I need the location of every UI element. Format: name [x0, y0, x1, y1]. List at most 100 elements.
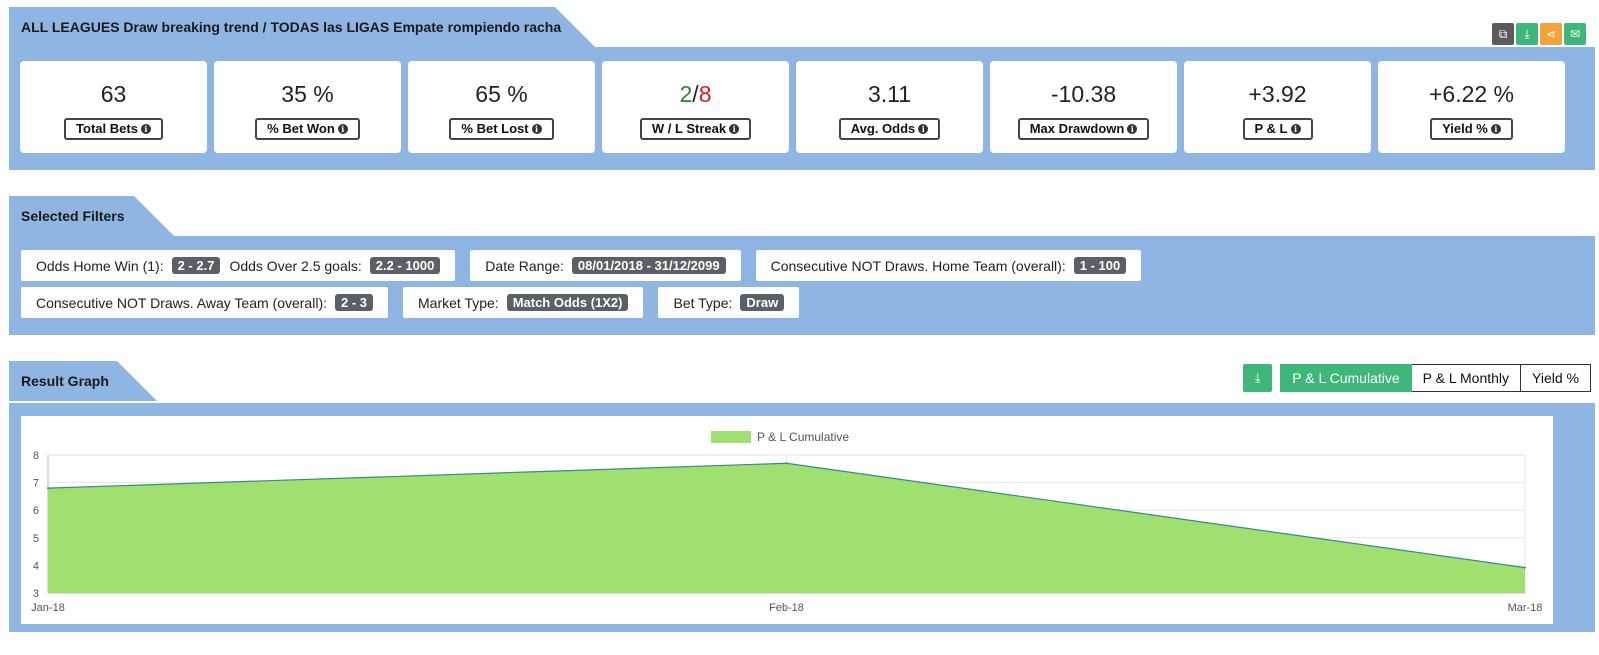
- filter-value-badge: 2 - 3: [335, 294, 374, 311]
- data-point: [785, 462, 788, 465]
- pl-cumulative-chart: 3 4 5 6 7 8 Jan-18 Feb-18 Mar-18 P & L Cumulative: [31, 430, 1543, 614]
- legend-label: P & L Cumulative: [757, 430, 849, 444]
- filter-value-badge: Draw: [740, 294, 785, 311]
- stat-card: -10.38 Max Drawdown i: [990, 61, 1177, 153]
- loss-streak: 8: [698, 81, 712, 107]
- stat-label-button[interactable]: Yield % i: [1430, 118, 1513, 140]
- stat-card: +6.22 % Yield % i: [1378, 61, 1565, 153]
- copy-icon[interactable]: ⧉: [1492, 23, 1514, 45]
- stat-label-button[interactable]: Max Drawdown i: [1017, 118, 1150, 140]
- stat-label: Avg. Odds: [850, 121, 916, 136]
- x-tick-label: Feb-18: [769, 602, 804, 614]
- stat-card: 65 % % Bet Lost i: [408, 61, 595, 153]
- info-icon[interactable]: i: [1290, 123, 1301, 134]
- header-actions: ⧉ ⤓ ⋖ ✉: [1492, 23, 1586, 45]
- y-tick-label: 7: [33, 478, 39, 490]
- data-point: [47, 487, 49, 490]
- filter-label: Consecutive NOT Draws. Away Team (overal…: [36, 294, 327, 311]
- streak-separator: /: [692, 81, 699, 107]
- summary-section: ALL LEAGUES Draw breaking trend / TODAS …: [9, 7, 1595, 170]
- filter-label: Consecutive NOT Draws. Home Team (overal…: [770, 257, 1066, 274]
- stat-value: 3.11: [867, 81, 912, 107]
- data-point: [1524, 566, 1526, 569]
- stat-label: % Bet Lost: [461, 121, 529, 136]
- filter-label: Market Type:: [418, 294, 499, 311]
- filter-chip: Bet Type: Draw: [658, 287, 800, 318]
- stat-card: 2/8 W / L Streak i: [602, 61, 789, 153]
- filter-chip: Market Type: Match Odds (1X2): [403, 287, 644, 318]
- filters-panel: Odds Home Win (1): 2 - 2.7 Odds Over 2.5 g…: [9, 236, 1595, 335]
- download-icon[interactable]: ⤓: [1516, 23, 1538, 45]
- stats-panel: 63 Total Bets i 35 %% Bet Won i 65 %% Bet Los…: [9, 47, 1595, 170]
- x-tick-label: Mar-18: [1508, 602, 1543, 614]
- info-icon[interactable]: i: [337, 123, 348, 134]
- filter-label: Bet Type:: [673, 294, 733, 311]
- filters-section: Selected Filters Odds Home Win (1): 2 - 2…: [9, 196, 1595, 335]
- legend-swatch: [711, 431, 751, 443]
- graph-section: Result Graph ⤓ P & L Cumulative P & L Mon…: [9, 361, 1595, 632]
- stat-label: P & L: [1254, 121, 1288, 136]
- filter-label: Odds Home Win (1):: [36, 257, 164, 274]
- info-icon[interactable]: i: [918, 123, 929, 134]
- stat-label: % Bet Won: [267, 121, 335, 136]
- info-icon[interactable]: i: [729, 123, 740, 134]
- win-streak: 2: [679, 81, 693, 107]
- filter-value-badge: 1 - 100: [1073, 257, 1127, 274]
- stat-label-button[interactable]: Total Bets i: [64, 118, 163, 140]
- stat-value: 63: [100, 81, 127, 107]
- filters-row: Odds Home Win (1): 2 - 2.7 Odds Over 2.5 g…: [21, 250, 1142, 281]
- info-icon[interactable]: i: [1490, 123, 1501, 134]
- info-icon[interactable]: i: [531, 123, 542, 134]
- stat-label: Yield %: [1442, 121, 1488, 136]
- stat-label: W / L Streak: [651, 121, 727, 136]
- x-tick-label: Jan-18: [31, 602, 65, 614]
- stat-value: 2/8: [680, 79, 712, 109]
- page-title: ALL LEAGUES Draw breaking trend / TODAS …: [9, 7, 595, 47]
- graph-tab-p-l-monthly[interactable]: P & L Monthly: [1411, 364, 1522, 392]
- filter-chip: Consecutive NOT Draws. Home Team (overal…: [755, 250, 1142, 281]
- area-fill: [48, 463, 1525, 593]
- graph-tab-yield[interactable]: Yield %: [1521, 364, 1591, 392]
- stat-value: +6.22 %: [1428, 81, 1515, 107]
- stat-value: +3.92: [1248, 81, 1307, 107]
- filters-title: Selected Filters: [9, 196, 174, 236]
- filters-row: Consecutive NOT Draws. Away Team (overal…: [21, 287, 800, 318]
- y-tick-label: 5: [33, 533, 39, 545]
- chart-area: 3 4 5 6 7 8 Jan-18 Feb-18 Mar-18 P & L Cumulative: [21, 416, 1553, 624]
- filter-value-badge: 08/01/2018 - 31/12/2099: [571, 257, 726, 274]
- stat-value: 35 %: [281, 81, 334, 107]
- y-tick-label: 6: [33, 505, 39, 517]
- graph-title: Result Graph: [9, 361, 157, 401]
- graph-tab-p-l-cumulative[interactable]: P & L Cumulative: [1280, 364, 1412, 392]
- stat-label-button[interactable]: % Bet Won i: [255, 118, 360, 140]
- filter-label: Odds Over 2.5 goals:: [229, 257, 362, 274]
- stat-label-button[interactable]: % Bet Lost i: [449, 118, 554, 140]
- filter-label: Date Range:: [485, 257, 564, 274]
- stat-card: 35 % % Bet Won i: [214, 61, 401, 153]
- filter-value-badge: 2.2 - 1000: [369, 257, 441, 274]
- filter-chip: Odds Home Win (1): 2 - 2.7 Odds Over 2.5 g…: [21, 250, 456, 281]
- stat-value: -10.38: [1050, 81, 1117, 107]
- share-icon[interactable]: ⋖: [1540, 23, 1562, 45]
- stat-label: Max Drawdown: [1029, 121, 1125, 136]
- stat-cards: 63 Total Bets i 35 %% Bet Won i 65 %% Bet Los…: [20, 61, 1565, 153]
- stat-label: Total Bets: [76, 121, 138, 136]
- email-icon[interactable]: ✉: [1564, 23, 1586, 45]
- info-icon[interactable]: i: [140, 123, 151, 134]
- stat-label-button[interactable]: W / L Streak i: [639, 118, 752, 140]
- info-icon[interactable]: i: [1127, 123, 1138, 134]
- stat-card: 3.11 Avg. Odds i: [796, 61, 983, 153]
- stat-label-button[interactable]: Avg. Odds i: [838, 118, 941, 140]
- download-icon[interactable]: ⤓: [1243, 364, 1273, 392]
- y-tick-label: 4: [33, 560, 39, 572]
- stat-value: 65 %: [475, 81, 528, 107]
- filter-value-badge: Match Odds (1X2): [506, 294, 629, 311]
- filter-value-badge: 2 - 2.7: [171, 257, 221, 274]
- graph-mode-tabs: P & L Cumulative P & L Monthly Yield %: [1280, 364, 1591, 392]
- graph-controls: ⤓ P & L Cumulative P & L Monthly Yield %: [1243, 364, 1591, 392]
- y-tick-label: 8: [33, 450, 39, 462]
- filter-chip: Consecutive NOT Draws. Away Team (overal…: [21, 287, 389, 318]
- stat-card: 63 Total Bets i: [20, 61, 207, 153]
